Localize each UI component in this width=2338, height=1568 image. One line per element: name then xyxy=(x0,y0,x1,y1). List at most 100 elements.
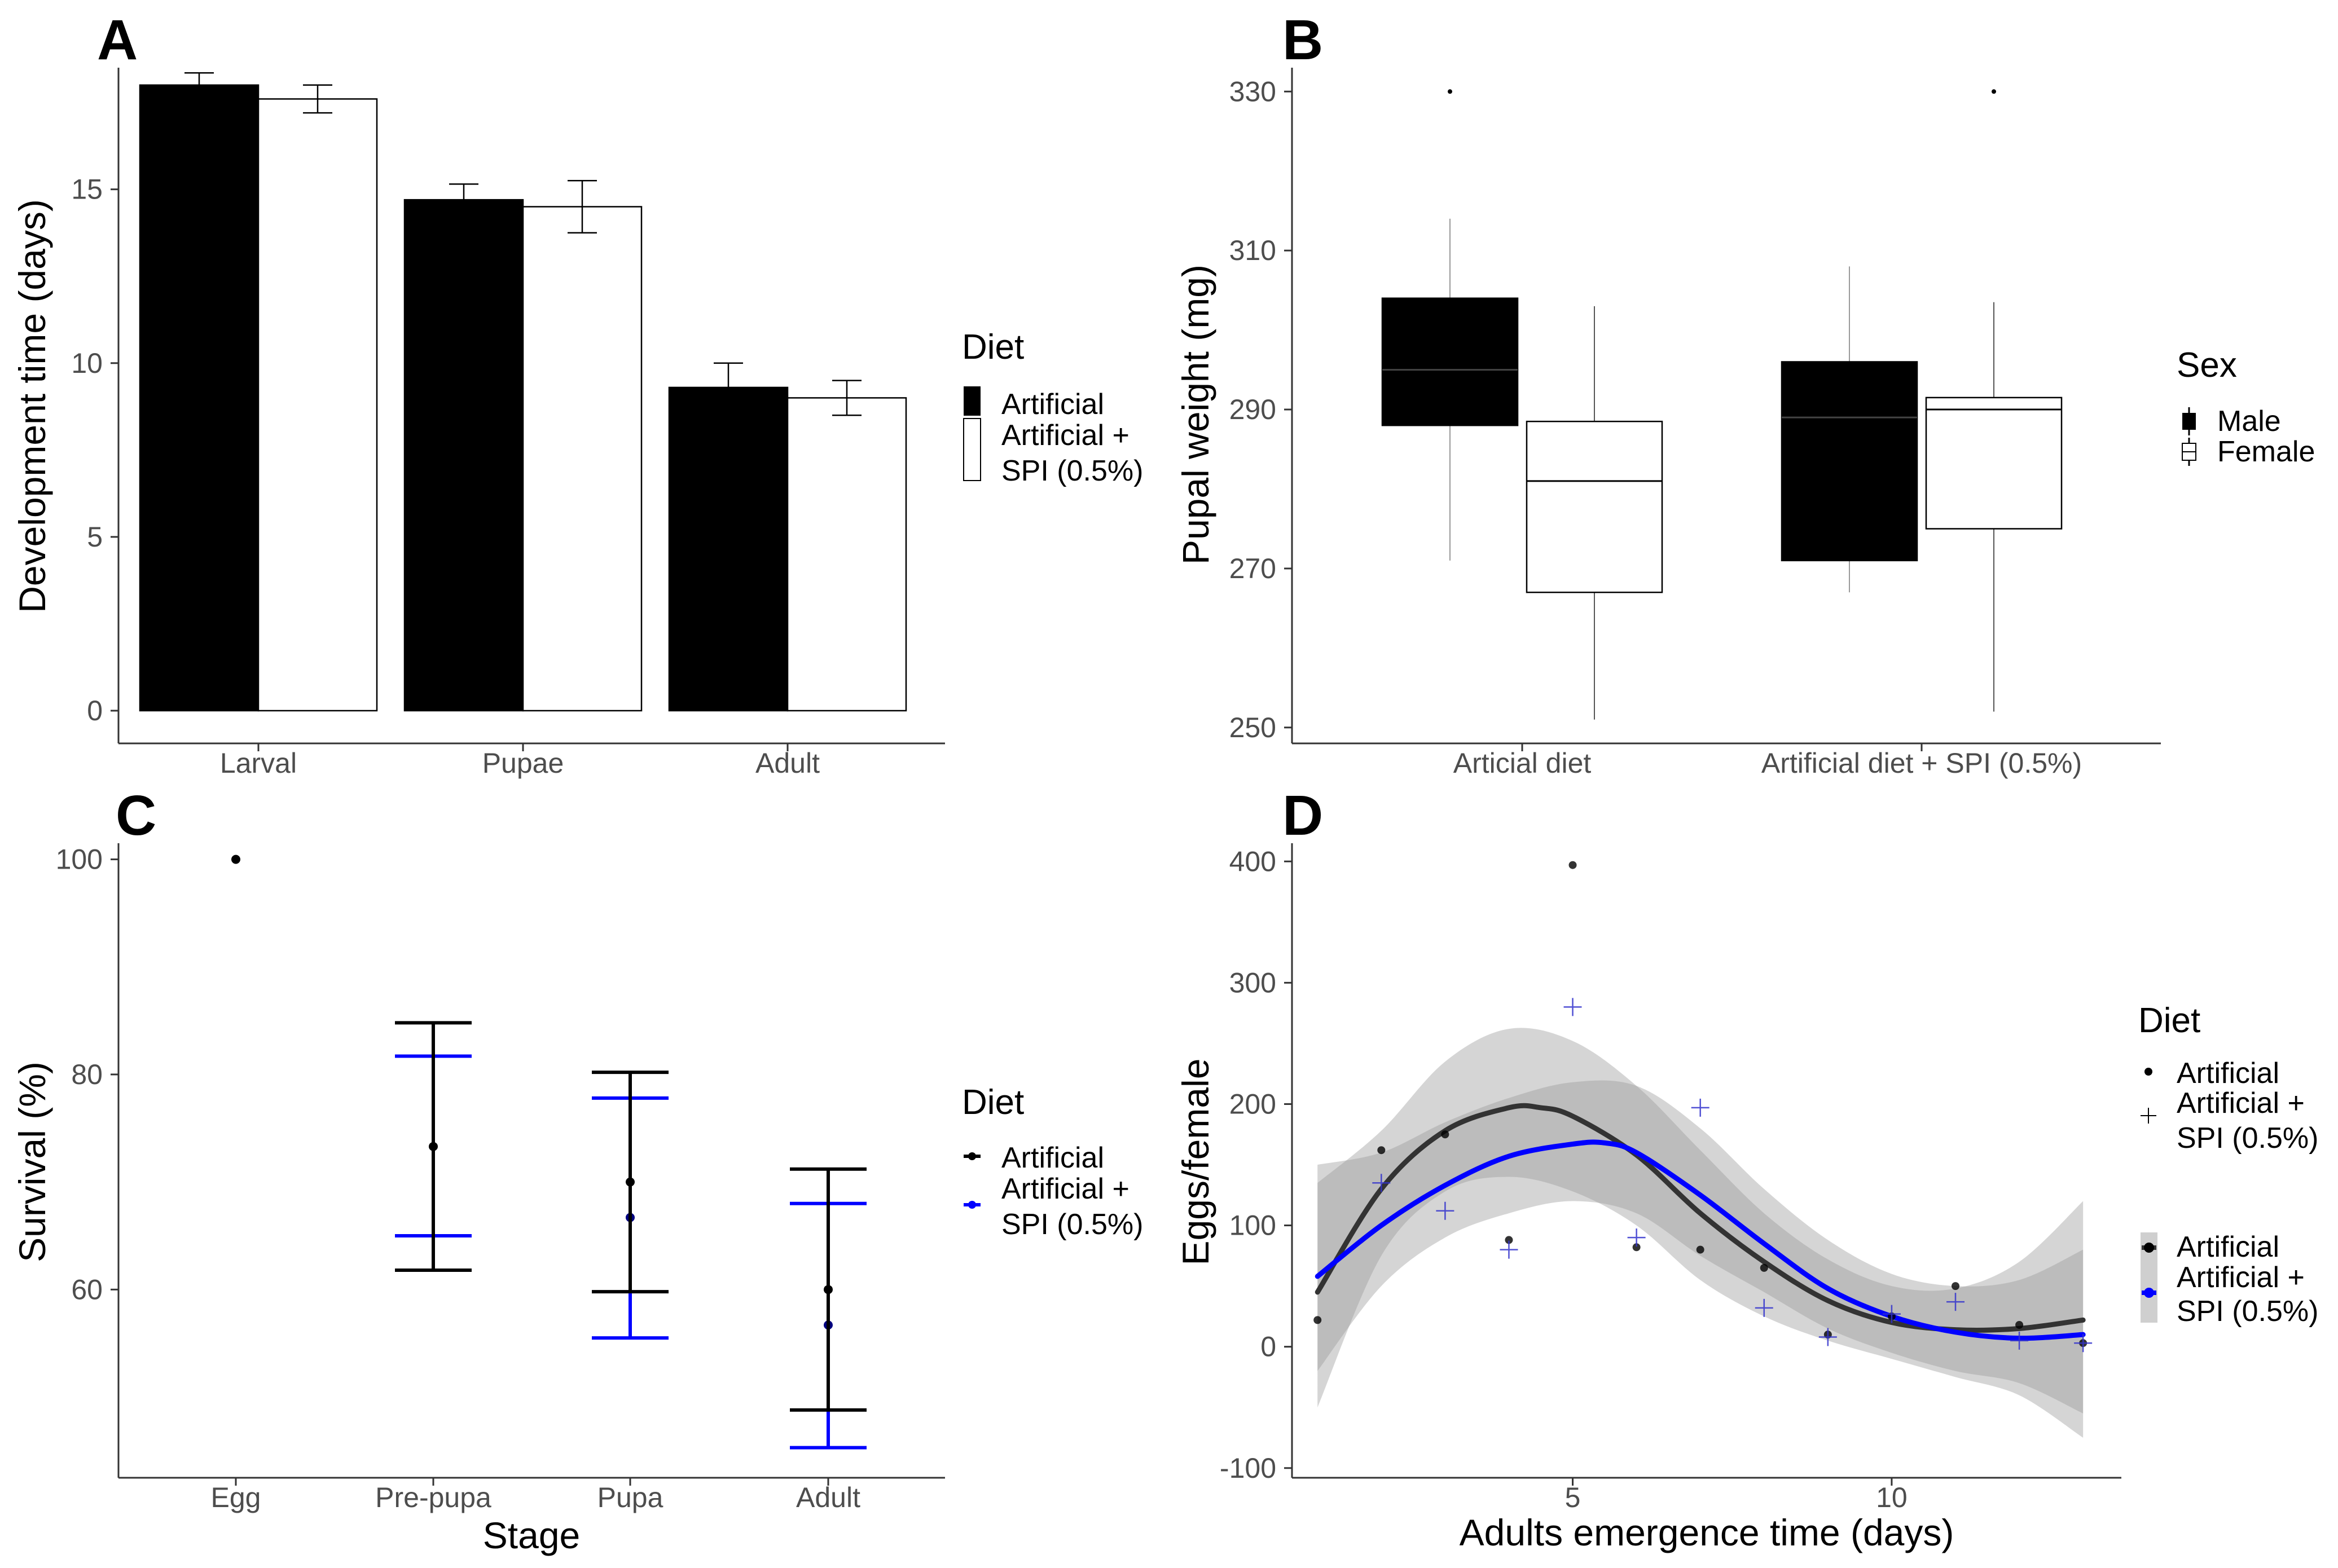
panel-a-bar xyxy=(403,199,524,712)
panel-b-box xyxy=(1925,397,2063,530)
panel-d-point-spi xyxy=(1946,1293,1965,1311)
panel-b-ytick-label: 310 xyxy=(1229,235,1276,266)
panel-a-legend-label-spi: SPI (0.5%) xyxy=(1001,455,1143,487)
panel-b-legend-title: Sex xyxy=(2177,346,2237,385)
panel-d-point-artificial xyxy=(1505,1236,1513,1244)
panel-b-ytick-label: 330 xyxy=(1229,76,1276,107)
panel-b-legend-label-female: Female xyxy=(2217,435,2315,468)
panel-a-legend-key-artificial-spi xyxy=(963,418,981,481)
panel-d-legend-key-spi-line-dot xyxy=(2144,1288,2154,1298)
panel-c-ytick-label: 100 xyxy=(56,844,103,875)
panel-b-box xyxy=(1381,297,1519,426)
panel-d-legend-label-artificial-2: Artificial xyxy=(2177,1231,2279,1263)
panel-d-point-artificial xyxy=(1952,1282,1959,1290)
panel-d-x-axis-title: Adults emergence time (days) xyxy=(1460,1512,1954,1553)
panel-d-ytick-label: 400 xyxy=(1229,845,1276,877)
panel-d-point-spi xyxy=(1755,1298,1773,1317)
panel-c-xtick-label: Pupa xyxy=(597,1482,663,1513)
panel-a-y-axis-title: Development time (days) xyxy=(11,199,53,613)
panel-c: C 60 80 100 Egg Pre-pupa Pupa Adult Stage Sur… xyxy=(11,784,1143,1556)
panel-c-xtick-label: Pre-pupa xyxy=(375,1482,491,1513)
panel-d-ytick-label: 100 xyxy=(1229,1210,1276,1241)
panel-a-legend-label-artificial: Artificial xyxy=(1001,388,1104,421)
panel-d-smooth-spi xyxy=(1315,1139,2086,1341)
panel-d-point-spi xyxy=(1563,998,1582,1016)
panel-d-point-spi xyxy=(1882,1305,1901,1323)
panel-b-ytick-label: 250 xyxy=(1229,712,1276,743)
panel-d-legend-key-artificial-line-dot xyxy=(2144,1243,2154,1253)
panel-c-xtick-label: Adult xyxy=(796,1482,860,1513)
panel-b-box xyxy=(1781,361,1918,562)
panel-b-ytick-label: 290 xyxy=(1229,394,1276,425)
panel-d-point-artificial xyxy=(1568,861,1577,869)
panel-c-y-axis-title: Survival (%) xyxy=(11,1062,53,1262)
panel-d-xtick-label: 5 xyxy=(1565,1482,1581,1513)
panel-d-point-spi xyxy=(1691,1098,1709,1117)
panel-a-ytick-label: 10 xyxy=(71,347,103,379)
panel-a-ytick-label: 15 xyxy=(71,174,103,205)
panel-a-xtick-label: Pupae xyxy=(482,747,564,779)
panel-d-ytick-label: -100 xyxy=(1220,1452,1276,1484)
panel-d-ytick-label: 0 xyxy=(1260,1331,1276,1363)
panel-c-ytick-label: 80 xyxy=(71,1059,103,1090)
panel-d-point-artificial xyxy=(1760,1263,1768,1272)
panel-c-mean-point xyxy=(429,1142,438,1151)
panel-d-y-ticks: -100 0 100 200 300 400 xyxy=(1220,845,1292,1484)
panel-a-bars xyxy=(139,72,907,712)
panel-c-x-ticks: Egg Pre-pupa Pupa Adult xyxy=(211,1478,860,1513)
panel-b-outlier xyxy=(1448,89,1452,94)
panel-b-outlier xyxy=(1992,89,1996,94)
panel-a-ytick-label: 0 xyxy=(87,695,103,726)
panel-b-legend-label-male: Male xyxy=(2217,405,2281,438)
panel-d-point-artificial xyxy=(1313,1316,1322,1324)
panel-a-legend: Diet Artificial Artificial + SPI (0.5%) xyxy=(962,328,1143,487)
panel-b-legend-key-male xyxy=(2182,413,2196,430)
panel-b-ytick-label: 270 xyxy=(1229,553,1276,584)
panel-d-x-ticks: 5 10 xyxy=(1565,1478,1908,1513)
panel-b-xtick-label: Articial diet xyxy=(1453,747,1592,779)
panel-a-legend-key-artificial xyxy=(964,386,981,416)
panel-c-mean-point xyxy=(824,1285,833,1294)
panel-d-point-spi xyxy=(2074,1334,2093,1353)
panel-c-legend: Diet Artificial Artificial + SPI (0.5%) xyxy=(962,1083,1143,1241)
panel-a-legend-title: Diet xyxy=(962,328,1024,367)
panel-b-legend: Sex Male Female xyxy=(2177,346,2315,468)
panel-b-xtick-label: Artificial diet + SPI (0.5%) xyxy=(1761,747,2082,779)
panel-a-ytick-label: 5 xyxy=(87,521,103,553)
panel-a-legend-label-artificial-plus: Artificial + xyxy=(1001,419,1130,452)
panel-c-x-axis-title: Stage xyxy=(483,1514,580,1556)
panel-d-legend-key-spi-point xyxy=(2141,1108,2156,1124)
panel-d-legend-label-spi-2: SPI (0.5%) xyxy=(2177,1295,2318,1328)
panel-d-points xyxy=(1313,861,2093,1353)
panel-a-bar xyxy=(522,206,643,712)
panel-d-letter: D xyxy=(1282,784,1323,847)
panel-c-legend-key-artificial-dot xyxy=(968,1152,976,1160)
panel-c-ytick-label: 60 xyxy=(71,1274,103,1305)
panel-b-letter: B xyxy=(1282,8,1323,72)
panel-a-xtick-label: Larval xyxy=(220,747,297,779)
panel-c-legend-label-spi: SPI (0.5%) xyxy=(1001,1208,1143,1241)
panel-c-legend-key-artificial-spi-dot xyxy=(968,1201,976,1209)
panel-d-legend-title: Diet xyxy=(2138,1001,2200,1040)
panel-d-point-artificial xyxy=(1441,1130,1449,1139)
panel-d-ytick-label: 300 xyxy=(1229,967,1276,998)
panel-a-letter: A xyxy=(97,8,138,72)
panel-d-legend-label-spi: SPI (0.5%) xyxy=(2177,1122,2318,1155)
panel-a-bar xyxy=(257,98,378,712)
panel-b-x-ticks: Articial diet Artificial diet + SPI (0.5%… xyxy=(1453,743,2082,779)
panel-d: D -100 0 100 200 300 400 5 10 Adults emergence… xyxy=(1175,784,2318,1553)
panel-c-mean-point xyxy=(231,855,240,864)
panel-a: A 0 5 10 15 Larval Pupae Adult Development ti… xyxy=(11,8,1143,779)
panel-d-point-artificial xyxy=(2015,1320,2024,1329)
panel-d-point-artificial xyxy=(1377,1146,1386,1155)
panel-d-legend-label-artificial-plus: Artificial + xyxy=(2177,1087,2305,1120)
panel-c-legend-label-artificial: Artificial xyxy=(1001,1142,1104,1174)
panel-d-legend-key-artificial-point xyxy=(2144,1068,2152,1076)
panel-d-point-artificial xyxy=(1632,1243,1641,1252)
panel-d-point-spi xyxy=(1436,1201,1454,1220)
panel-c-y-ticks: 60 80 100 xyxy=(56,844,118,1305)
panel-c-xtick-label: Egg xyxy=(211,1482,261,1513)
panel-d-y-axis-title: Eggs/female xyxy=(1175,1059,1216,1266)
panel-b: B 250 270 290 310 330 Articial diet Artificia… xyxy=(1175,8,2315,779)
